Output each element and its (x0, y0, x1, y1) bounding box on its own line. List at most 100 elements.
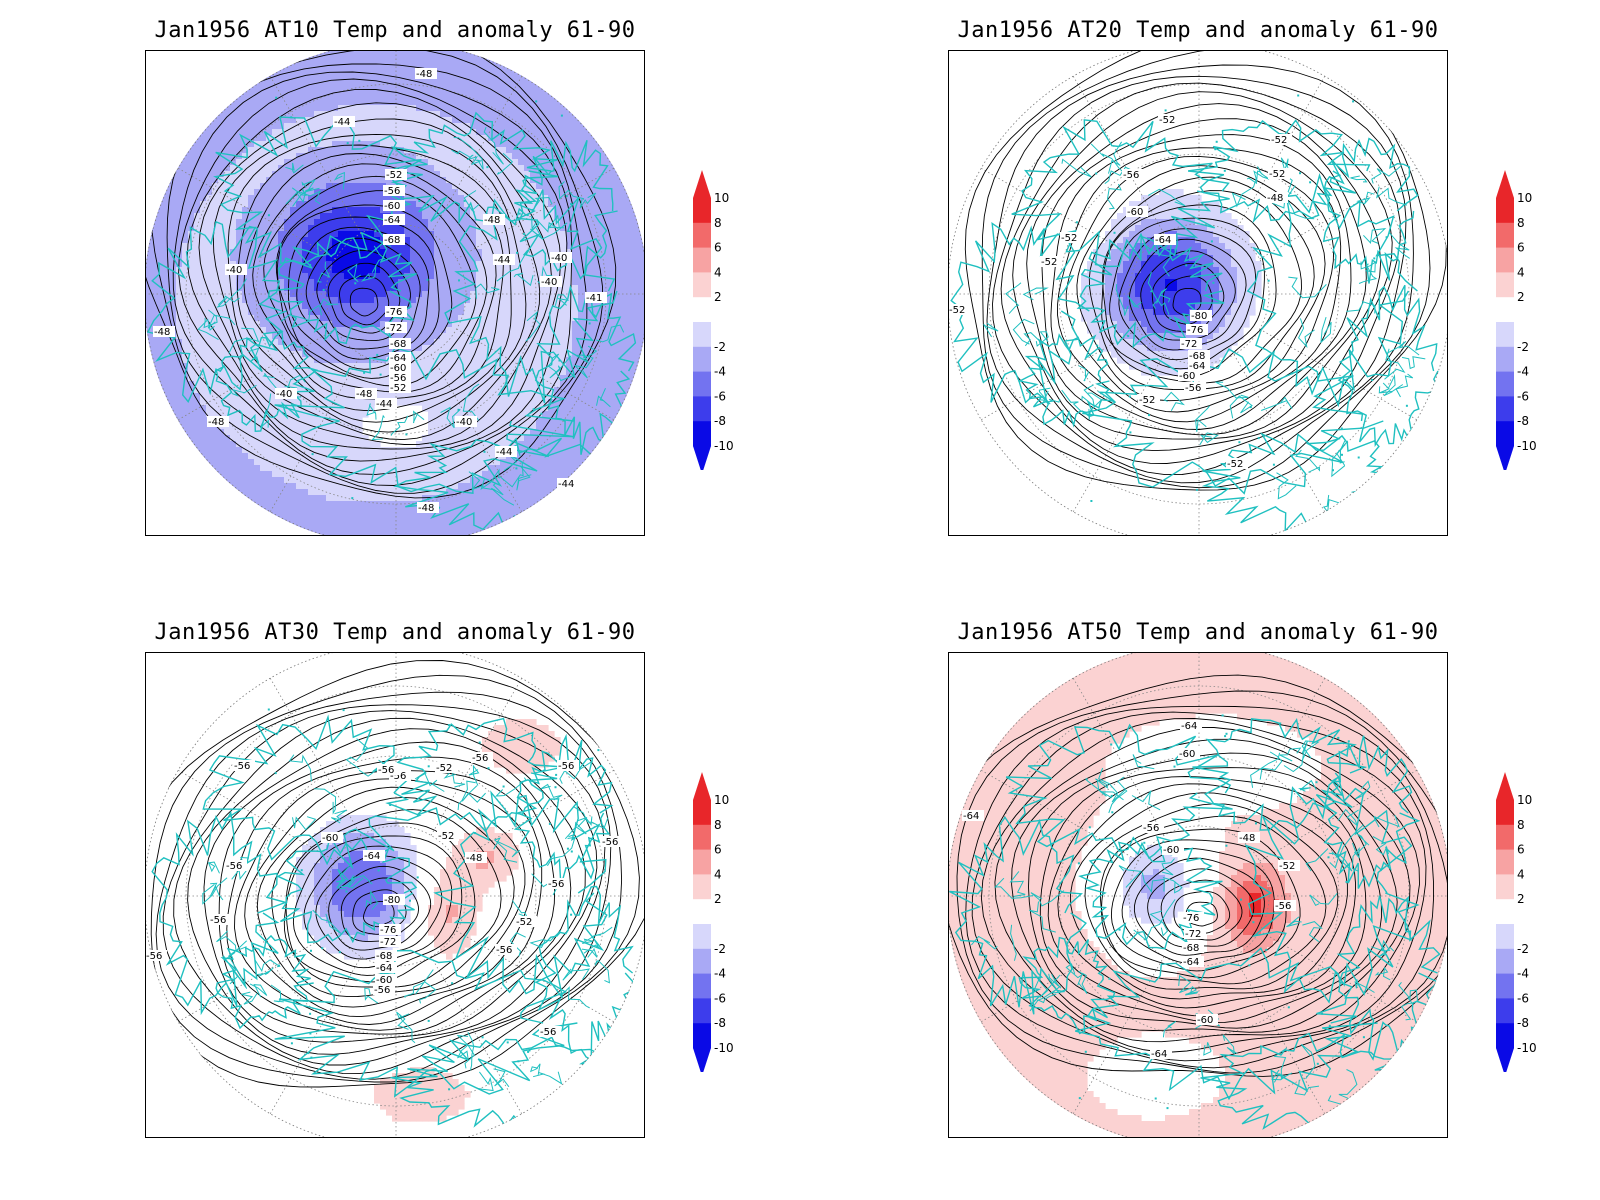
contour-label: -60 (1178, 748, 1200, 760)
contour-label: -44 (375, 398, 397, 410)
colorbar-tick-label: 6 (714, 241, 722, 255)
panel-title: Jan1956 AT20 Temp and anomaly 61-90 (957, 18, 1439, 43)
colorbar-swatch (693, 222, 711, 248)
colorbar: 10 8 6 4 2 -2 -4 -6 -8 -10 (1496, 170, 1537, 470)
colorbar-bottom-arrow (693, 1048, 711, 1072)
contour-label: -68 (383, 234, 405, 246)
contour-label: -56 (377, 764, 399, 776)
colorbar-swatch (693, 874, 711, 900)
colorbar-tick-label: 2 (714, 290, 722, 304)
contour-label: -48 (207, 416, 229, 428)
contour-label: -52 (1040, 256, 1062, 268)
colorbar-bottom-arrow (693, 446, 711, 470)
map-frame: -48 -44 -52 -56 -60 -64 -68 -48 -44 -40 -40 -41 -48-… (145, 50, 645, 536)
colorbar-top-arrow (1496, 170, 1514, 198)
colorbar-swatch (1496, 346, 1514, 372)
colorbar-tick-label: 4 (1517, 867, 1525, 881)
contour-label: -52 (1270, 134, 1292, 146)
colorbar-swatch (1496, 874, 1514, 900)
colorbar-tick-label: -2 (714, 340, 726, 354)
contour-label: -60 (1178, 370, 1200, 382)
colorbar-swatch (1496, 272, 1514, 298)
colorbar-swatch (1496, 222, 1514, 248)
colorbar-swatch (1496, 198, 1514, 224)
contour-label: -52 (435, 762, 457, 774)
contour-label: -48 (415, 68, 437, 80)
colorbar-tick-label: 8 (1517, 216, 1525, 230)
colorbar-tick-label: 2 (1517, 892, 1525, 906)
contour-label: -64 (363, 850, 385, 862)
contour-label: -76 (1186, 324, 1208, 336)
colorbar-top-arrow (693, 170, 711, 198)
contour-label: -68 (1182, 942, 1204, 954)
contour-label: -48 (417, 502, 439, 514)
colorbar-tick-label: -4 (1517, 967, 1529, 981)
colorbar-swatch (693, 297, 711, 323)
colorbar-swatch (1496, 824, 1514, 850)
polar-map: -52-52-52-48-56-60-64-52-52-52-80-76-72-… (949, 51, 1447, 535)
contour-label: -44 (493, 254, 515, 266)
contour-label: -60 (389, 362, 411, 374)
colorbar-tick-label: 10 (714, 191, 729, 205)
contour-label: -56 (389, 770, 411, 782)
colorbar-swatch (693, 973, 711, 999)
colorbar-tick-label: -8 (1517, 1016, 1529, 1030)
contour-label: -52 (1138, 394, 1160, 406)
colorbar-swatch (1496, 322, 1514, 348)
colorbar-swatch (1496, 924, 1514, 950)
contour-label: -48 (483, 214, 505, 226)
colorbar-swatch (693, 396, 711, 422)
colorbar-tick-label: -4 (714, 967, 726, 981)
contour-label: -80 (383, 894, 405, 906)
colorbar-swatch (1496, 396, 1514, 422)
colorbar-tick-label: -2 (1517, 340, 1529, 354)
colorbar-tick-label: -6 (714, 991, 726, 1005)
contour-label: -64 (1188, 360, 1210, 372)
panel-title: Jan1956 AT50 Temp and anomaly 61-90 (957, 620, 1439, 645)
polar-map: -64 -60 -64 -56 -60 -48 -52 -56 -76 -72 -68 -64 -60 -… (949, 653, 1447, 1137)
map-frame: -52 -52 -52 -48 -56 -60 -64 -52 -52 -52 -80 -76 -72-… (948, 50, 1448, 536)
panel-at10: Jan1956 AT10 Temp and anomaly 61-90 -48-… (145, 18, 785, 558)
contour-label: -72 (1180, 338, 1202, 350)
contour-label: -56 (539, 1026, 561, 1038)
contour-label: -52 (1226, 458, 1248, 470)
colorbar-tick-label: 6 (1517, 843, 1525, 857)
colorbar-swatch (693, 198, 711, 224)
map-frame: -56 -56 -56 -52 -56 -56 -60 -64 -48 -56 -56 -80 -76-… (145, 652, 645, 1138)
colorbar-swatch (1496, 973, 1514, 999)
colorbar-swatch (1496, 1023, 1514, 1049)
contour-label: -56 (471, 752, 493, 764)
colorbar-tick-label: -2 (1517, 942, 1529, 956)
colorbar-tick-label: -8 (714, 1016, 726, 1030)
colorbar-swatch (693, 998, 711, 1024)
colorbar-tick-label: 8 (1517, 818, 1525, 832)
contour-label: -56 (233, 760, 255, 772)
colorbar-swatch (693, 849, 711, 875)
contour-label: -64 (1150, 1048, 1172, 1060)
panel-at20: Jan1956 AT20 Temp and anomaly 61-90 -52 -… (948, 18, 1588, 558)
contour-label: -52 (1268, 168, 1290, 180)
contour-label: -56 (1142, 822, 1164, 834)
contour-label: -60 (1126, 206, 1148, 218)
contour-label: -60 (321, 832, 343, 844)
colorbar: 10 8 6 4 2 -2 -4 -6 -8 -10 (1496, 772, 1537, 1072)
colorbar-swatch (693, 924, 711, 950)
contour-label: -56 (209, 914, 231, 926)
contour-label: -56 (557, 760, 579, 772)
contour-label: -68 (389, 338, 411, 350)
contour-label: -56 (225, 860, 247, 872)
colorbar-tick-label: -10 (714, 439, 734, 453)
contour-label: -64 (962, 810, 984, 822)
contour-label: -56 (146, 950, 167, 962)
colorbar-swatch (693, 1023, 711, 1049)
colorbar-tick-label: 6 (714, 843, 722, 857)
contour-label: -48 (465, 852, 487, 864)
contour-label: -40 (275, 388, 297, 400)
panel-at30: Jan1956 AT30 Temp and anomaly 61-90 -56-… (145, 620, 785, 1160)
contour-label: -48 (153, 326, 175, 338)
contour-label: -44 (557, 478, 579, 490)
colorbar-top-arrow (693, 772, 711, 800)
contour-label: -76 (385, 306, 407, 318)
colorbar-tick-label: 2 (714, 892, 722, 906)
colorbar-tick-label: -2 (714, 942, 726, 956)
